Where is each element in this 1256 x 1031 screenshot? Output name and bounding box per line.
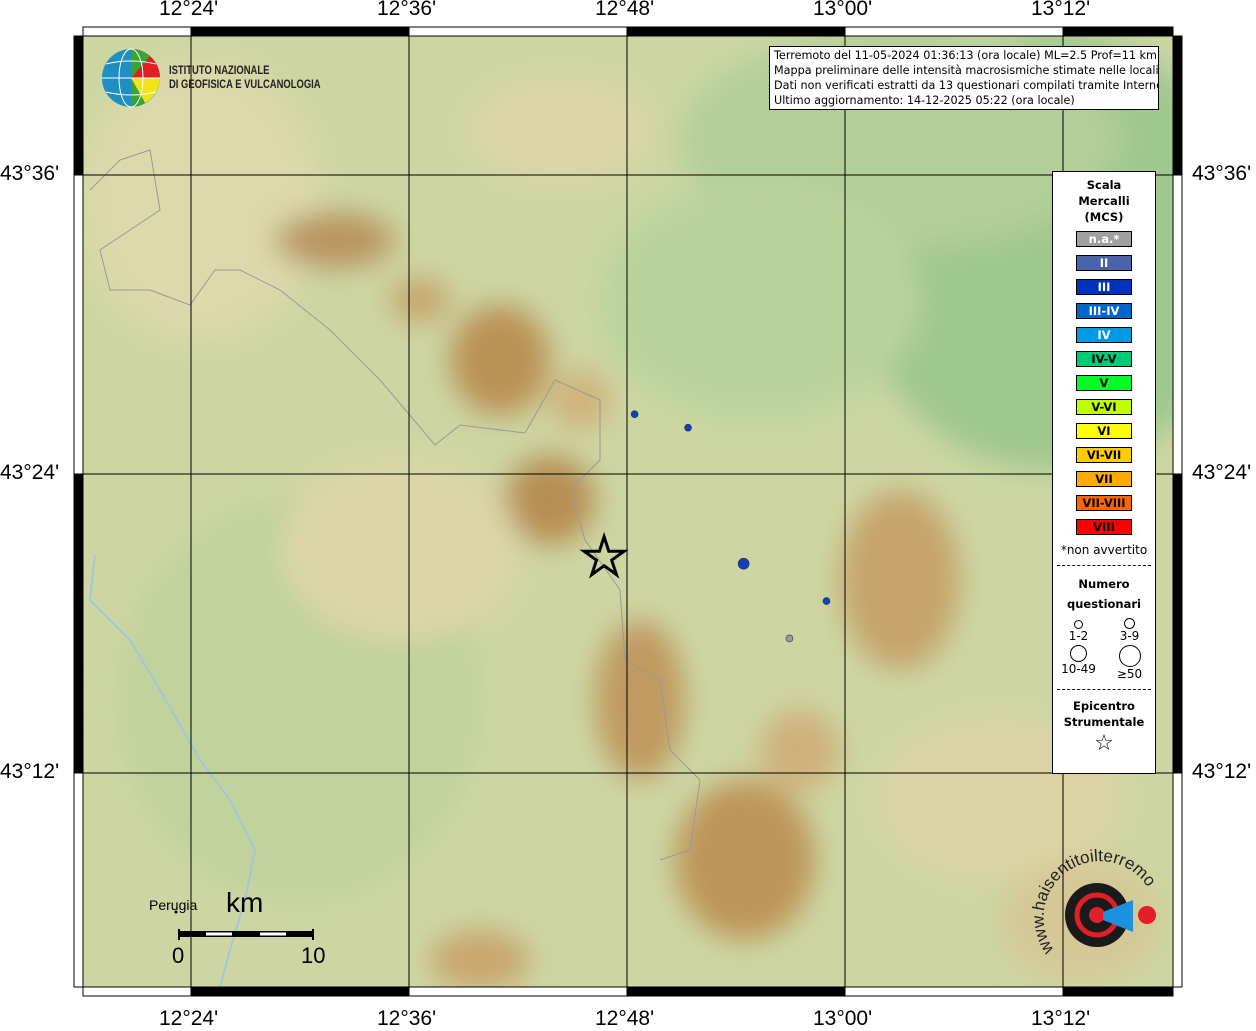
lat-tick-label: 43°24' — [0, 461, 60, 484]
lat-tick-label: 43°36' — [1192, 162, 1252, 185]
lon-tick-label: 12°24' — [159, 0, 219, 20]
legend-swatch: IV-V — [1076, 351, 1132, 367]
legend-swatch: III — [1076, 279, 1132, 295]
data-note: Dati non verificati estratti da 13 quest… — [774, 79, 1159, 92]
river — [88, 554, 257, 987]
epicenter-star-icon[interactable] — [579, 531, 629, 579]
legend-swatch: V — [1076, 375, 1132, 391]
legend-swatch: VII — [1076, 471, 1132, 487]
lat-tick-label: 43°36' — [0, 162, 60, 185]
lon-tick-label: 12°24' — [159, 1007, 219, 1030]
scale-min: 0 — [172, 943, 185, 968]
legend-swatch: II — [1076, 255, 1132, 271]
legend: Scala Mercalli (MCS) n.a.* II III III-IV IV IV-… — [1052, 171, 1156, 774]
ingv-logo-text: ISTITUTO NAZIONALE DI GEOFISICA E VULCANO… — [169, 65, 321, 91]
legend-swatch: IV — [1076, 327, 1132, 343]
lon-tick-label: 13°12' — [1031, 0, 1091, 20]
map-frame — [73, 26, 1183, 997]
legend-swatch: VIII — [1076, 519, 1132, 535]
legend-swatch: VI — [1076, 423, 1132, 439]
count-legend: 1-2 3-9 10-49 ≥50 — [1053, 614, 1155, 681]
scale-bar — [178, 929, 314, 940]
lat-tick-label: 43°12' — [0, 760, 60, 783]
observation-point[interactable] — [630, 410, 639, 419]
observation-point[interactable] — [684, 423, 692, 432]
event-title: Terremoto del 11-05-2024 01:36:13 (ora l… — [774, 49, 1157, 62]
lon-tick-label: 12°48' — [595, 1007, 655, 1030]
lat-tick-label: 43°12' — [1192, 760, 1252, 783]
legend-note: *non avvertito — [1060, 543, 1148, 557]
observation-point[interactable] — [737, 557, 750, 570]
admin-boundary — [89, 149, 701, 861]
observation-point[interactable] — [785, 634, 794, 643]
lon-tick-label: 13°12' — [1031, 1007, 1091, 1030]
lat-tick-label: 43°24' — [1192, 461, 1252, 484]
observation-point[interactable] — [822, 597, 831, 605]
lon-tick-label: 12°36' — [377, 1007, 437, 1030]
legend-swatch: VI-VII — [1076, 447, 1132, 463]
place-marker — [174, 910, 178, 914]
lon-tick-label: 12°36' — [377, 0, 437, 20]
legend-swatch: V-VI — [1076, 399, 1132, 415]
map-description: Mappa preliminare delle intensità macros… — [774, 64, 1159, 77]
lon-tick-label: 13°00' — [813, 1007, 873, 1030]
scale-max: 10 — [301, 943, 326, 968]
scale-unit: km — [226, 887, 264, 918]
star-icon: ☆ — [1094, 731, 1114, 756]
legend-swatch: III-IV — [1076, 303, 1132, 319]
lon-tick-label: 13°00' — [813, 0, 873, 20]
event-info-box: Terremoto del 11-05-2024 01:36:13 (ora l… — [769, 46, 1159, 110]
last-update: Ultimo aggiornamento: 14-12-2025 05:22 (… — [774, 94, 1075, 107]
lon-tick-label: 12°48' — [595, 0, 655, 20]
place-label-perugia: Perugia — [149, 897, 198, 913]
legend-swatch: VII-VIII — [1076, 495, 1132, 511]
ingv-logo — [102, 48, 160, 108]
legend-swatch: n.a.* — [1076, 231, 1132, 247]
